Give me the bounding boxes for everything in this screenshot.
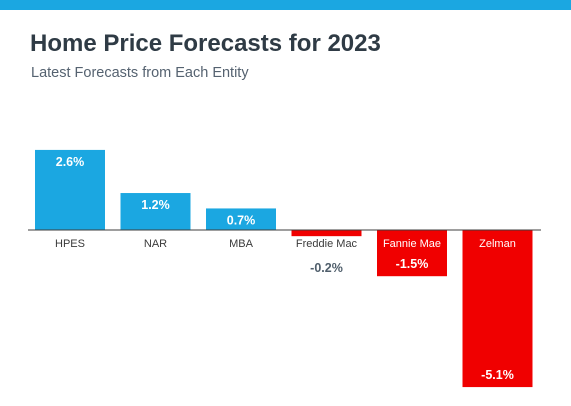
category-label-fannie-mae: Fannie Mae bbox=[383, 238, 441, 250]
category-label-nar: NAR bbox=[144, 238, 167, 250]
bar-mba bbox=[206, 208, 276, 230]
value-label-mba: 0.7% bbox=[227, 213, 256, 227]
value-label-nar: 1.2% bbox=[141, 198, 170, 212]
bar-fannie-mae bbox=[377, 230, 447, 277]
bar-zelman bbox=[462, 230, 533, 388]
value-label-fannie-mae: -1.5% bbox=[396, 257, 429, 271]
category-label-zelman: Zelman bbox=[479, 238, 516, 250]
category-label-freddie-mac: Freddie Mac bbox=[296, 238, 358, 250]
bar-freddie-mac bbox=[291, 230, 362, 237]
chart-subtitle: Latest Forecasts from Each Entity bbox=[31, 65, 249, 81]
bar-nar bbox=[120, 193, 191, 230]
value-label-zelman: -5.1% bbox=[481, 368, 514, 382]
chart-title: Home Price Forecasts for 2023 bbox=[30, 30, 381, 57]
bar-hpes bbox=[35, 149, 105, 230]
top-accent-bar bbox=[0, 0, 571, 10]
category-label-hpes: HPES bbox=[55, 238, 85, 250]
value-label-hpes: 2.6% bbox=[56, 155, 85, 169]
category-label-mba: MBA bbox=[229, 238, 254, 250]
value-label-freddie-mac: -0.2% bbox=[310, 261, 343, 275]
